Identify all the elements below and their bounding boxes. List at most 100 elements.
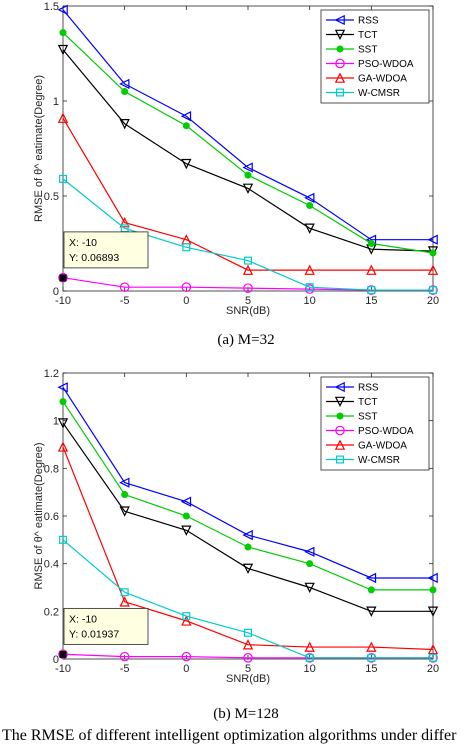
data-point-rss (57, 4, 68, 15)
x-tick-label: 20 (427, 295, 439, 307)
x-tick-label: 5 (245, 663, 251, 675)
data-point-pso-wdoa (119, 282, 130, 292)
data-point-rss (427, 572, 438, 584)
datatip-y: Y: 0.06893 (69, 252, 119, 264)
data-point-rss (304, 546, 315, 557)
data-point-w-cmsr (182, 612, 191, 621)
data-point-rss (180, 111, 192, 122)
caption-b: (b) M=128 (213, 706, 279, 722)
y-axis-label: RMSE of θ^ eatimate(Degree) (33, 75, 45, 222)
legend-marker (336, 455, 345, 464)
data-point-tct (427, 606, 439, 617)
data-point-ga-wdoa (181, 615, 192, 626)
data-point-tct (242, 183, 254, 194)
series-line-w-cmsr (62, 539, 433, 659)
data-point-rss (119, 477, 130, 488)
data-point-w-cmsr (367, 653, 376, 662)
x-axis-label: SNR(dB) (226, 305, 270, 317)
data-point-tct (304, 223, 315, 234)
data-point-ga-wdoa (427, 264, 439, 275)
x-tick-label: 20 (427, 663, 439, 675)
data-point-tct (57, 44, 69, 56)
data-point-pso-wdoa (304, 284, 315, 294)
legend-marker (334, 381, 345, 393)
data-point-tct (242, 563, 254, 574)
x-tick-label: -5 (120, 295, 130, 307)
datatip-x: X: -10 (69, 613, 97, 625)
data-point-sst (367, 240, 375, 247)
data-point-ga-wdoa (119, 217, 130, 228)
datatip-y: Y: 0.01937 (69, 628, 119, 640)
x-tick-label: 10 (304, 295, 316, 307)
data-point-tct (181, 158, 192, 170)
data-point-sst (244, 543, 252, 551)
figure-footer-text: The RMSE of different intelligent optimi… (2, 727, 457, 744)
data-point-ga-wdoa (57, 441, 69, 452)
legend-marker (335, 58, 345, 69)
data-point-w-cmsr (120, 588, 129, 597)
series-line-tct (62, 422, 433, 612)
x-tick-label: 15 (365, 295, 377, 307)
data-point-tct (119, 118, 130, 130)
data-point-pso-wdoa (119, 651, 130, 662)
data-point-sst (59, 29, 67, 37)
series-line-ga-wdoa (62, 117, 433, 271)
data-point-sst (306, 560, 314, 568)
y-tick-label: 0.5 (44, 191, 59, 203)
x-tick-label: -5 (120, 663, 130, 675)
datatip-anchor (59, 650, 67, 658)
data-point-sst (244, 171, 252, 179)
legend-label: TCT (358, 397, 377, 408)
data-point-rss (119, 78, 130, 90)
legend-box (320, 9, 430, 104)
legend: RSS TCT SST PSO-WDOA GA-WDOA W-CMSR (320, 376, 430, 471)
y-tick-label: 0.8 (44, 463, 59, 475)
data-point-tct (366, 606, 377, 617)
legend-label: SST (358, 412, 377, 423)
datatip-box (63, 231, 149, 269)
y-tick-label: 1 (53, 96, 59, 108)
data-point-w-cmsr (305, 283, 314, 292)
datatip: X: -10 Y: 0.06893 (59, 231, 149, 282)
legend-marker (334, 396, 346, 408)
data-point-rss (180, 496, 192, 507)
data-point-w-cmsr (429, 286, 438, 295)
legend-label: TCT (358, 30, 377, 41)
series-line-w-cmsr (62, 178, 433, 291)
data-point-pso-wdoa (243, 653, 253, 663)
data-point-sst (429, 249, 437, 257)
data-point-w-cmsr (305, 653, 314, 662)
data-point-ga-wdoa (427, 643, 439, 655)
x-tick-label: 0 (183, 663, 189, 675)
legend-label: SST (358, 45, 377, 56)
y-tick-label: 1.2 (44, 368, 59, 380)
legend-label: GA-WDOA (358, 441, 407, 452)
x-tick-label: -10 (55, 295, 71, 307)
data-point-rss (365, 572, 377, 584)
data-point-sst (306, 202, 314, 209)
caption-a: (a) M=32 (217, 332, 274, 348)
data-point-w-cmsr (367, 286, 376, 295)
data-point-ga-wdoa (119, 596, 130, 607)
data-point-w-cmsr (244, 256, 253, 265)
data-point-pso-wdoa (181, 282, 192, 292)
data-point-rss (304, 192, 315, 204)
legend-label: PSO-WDOA (358, 426, 414, 437)
data-point-sst (182, 512, 190, 520)
data-point-sst (121, 491, 129, 499)
legend-label: W-CMSR (358, 88, 400, 99)
legend-label: RSS (358, 16, 379, 27)
data-point-ga-wdoa (304, 641, 315, 652)
legend-marker (334, 439, 346, 450)
data-point-w-cmsr (58, 174, 67, 183)
plot-a: -10 -5 0 5 10 15 20 0 0.5 1 1.5 SNR(dB) RMSE of θ^ e… (33, 1, 439, 317)
x-axis-label: SNR(dB) (226, 673, 270, 685)
y-tick-label: 0.6 (44, 511, 59, 523)
data-point-ga-wdoa (366, 641, 377, 652)
legend: RSS TCT SST PSO-WDOA GA-WDOA W-CMSR (320, 9, 430, 104)
data-point-tct (57, 418, 69, 429)
data-point-sst (59, 398, 67, 406)
datatip-box (63, 607, 149, 645)
data-point-w-cmsr (244, 628, 253, 637)
